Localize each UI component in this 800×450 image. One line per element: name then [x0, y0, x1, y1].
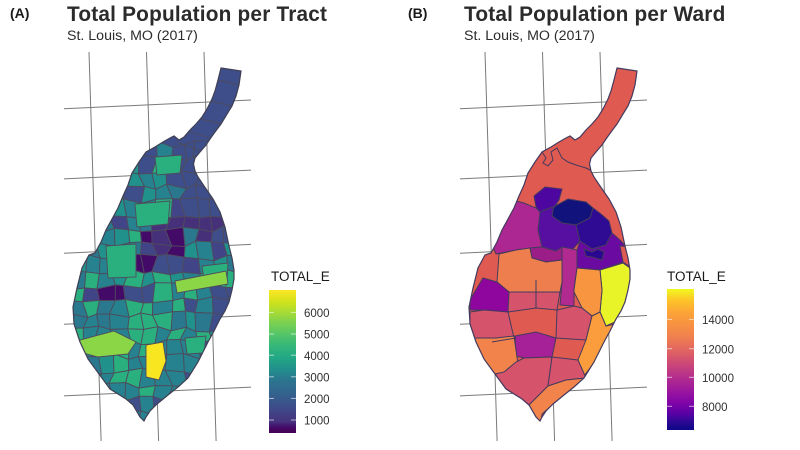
- svg-text:TOTAL_E: TOTAL_E: [667, 269, 726, 284]
- svg-text:12000: 12000: [702, 344, 734, 356]
- svg-text:5000: 5000: [304, 330, 330, 342]
- svg-text:10000: 10000: [702, 373, 734, 385]
- svg-text:1000: 1000: [304, 416, 330, 428]
- svg-text:14000: 14000: [702, 315, 734, 327]
- svg-text:4000: 4000: [304, 351, 330, 363]
- svg-text:TOTAL_E: TOTAL_E: [271, 269, 330, 284]
- svg-text:6000: 6000: [304, 308, 330, 320]
- svg-text:2000: 2000: [304, 394, 330, 406]
- svg-text:8000: 8000: [702, 402, 728, 414]
- svg-text:3000: 3000: [304, 372, 330, 384]
